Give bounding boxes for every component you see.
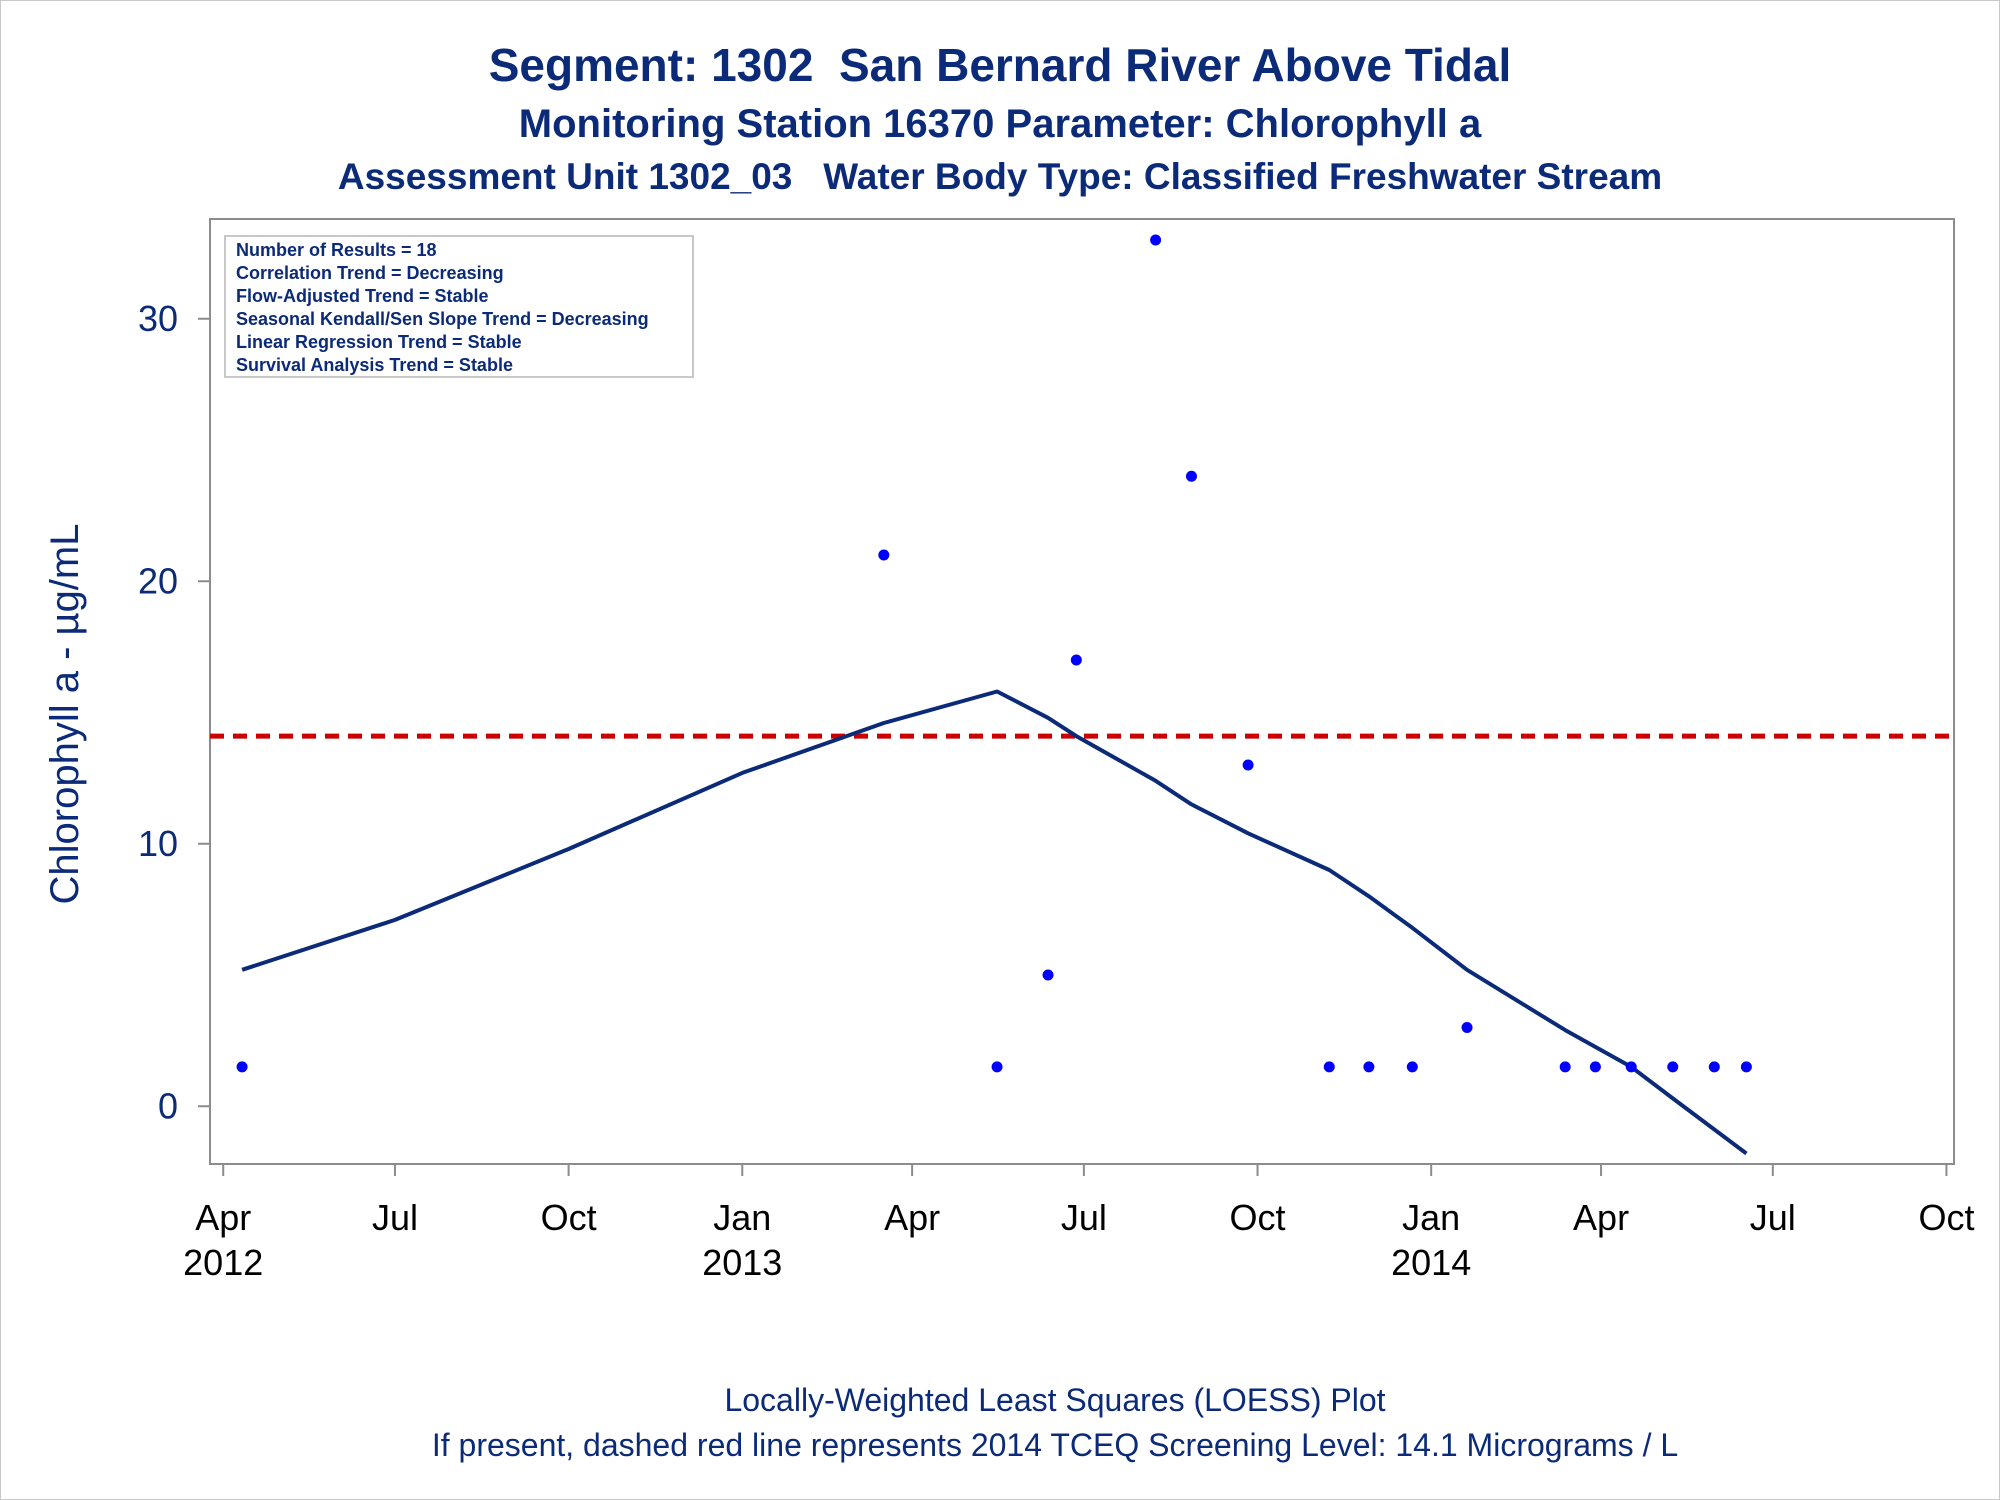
data-point-12 [1461,1022,1473,1033]
data-point-6 [1150,234,1162,246]
inset-border [224,235,694,378]
loess-layer [241,689,1748,1156]
data-point-7 [1185,470,1197,482]
y-tick-label-30: 30 [138,298,178,339]
data-point-8 [1242,759,1254,771]
data-point-13 [1559,1061,1571,1073]
x-year-label-2012: 2012 [183,1242,263,1283]
inset-box: Number of Results = 18 Correlation Trend … [224,235,694,378]
x-tick-label-6: Jul [1061,1197,1107,1238]
data-point-11 [1406,1061,1418,1073]
data-point-2 [878,549,890,561]
data-point-14 [1589,1061,1601,1073]
footnote-screening: If present, dashed red line represents 2… [431,1427,1679,1463]
y-tick-label-20: 20 [138,560,178,601]
x-tick-label-4: Jan [713,1197,771,1238]
x-tick-label-1: Apr [195,1197,251,1238]
data-point-5 [1070,654,1082,666]
data-point-1 [236,1061,248,1073]
x-tick-label-7: Oct [1230,1197,1286,1238]
chart-subtitle: Monitoring Station 16370 Parameter: Chlo… [518,102,1482,146]
x-tick-label-2: Jul [372,1197,418,1238]
data-point-16 [1667,1061,1679,1073]
inset-line-4: Seasonal Kendall/Sen Slope Trend = Decre… [236,309,649,329]
chart-title: Segment: 1302 San Bernard River Above Ti… [488,39,1512,91]
x-tick-label-5: Apr [884,1197,940,1238]
inset-line-6: Survival Analysis Trend = Stable [236,355,513,375]
points-layer [236,234,1752,1073]
x-tick-label-3: Oct [541,1197,597,1238]
x-year-label-2013: 2013 [702,1242,782,1283]
data-point-9 [1323,1061,1335,1073]
y-tick-label-0: 0 [158,1085,178,1126]
x-tick-label-8: Jan [1402,1197,1460,1238]
inset-line-2: Correlation Trend = Decreasing [236,263,504,283]
data-point-3 [991,1061,1003,1073]
x-year-label-2014: 2014 [1391,1242,1471,1283]
data-point-10 [1363,1061,1375,1073]
inset-line-1: Number of Results = 18 [236,240,437,260]
footnote-loess: Locally-Weighted Least Squares (LOESS) P… [724,1382,1386,1418]
inset-line-3: Flow-Adjusted Trend = Stable [236,286,489,306]
loess-line [241,689,1748,1156]
x-tick-label-11: Oct [1918,1197,1974,1238]
x-tick-label-9: Apr [1573,1197,1629,1238]
data-point-17 [1708,1061,1720,1073]
inset-line-5: Linear Regression Trend = Stable [236,332,522,352]
chart-subtitle-2: Assessment Unit 1302_03 Water Body Type:… [337,156,1663,197]
data-point-18 [1740,1061,1752,1073]
data-point-4 [1042,969,1054,981]
x-tick-label-10: Jul [1750,1197,1796,1238]
y-tick-label-10: 10 [138,823,178,864]
y-axis-label: Chlorophyll a - µg/mL [43,524,87,905]
data-point-15 [1625,1061,1637,1073]
